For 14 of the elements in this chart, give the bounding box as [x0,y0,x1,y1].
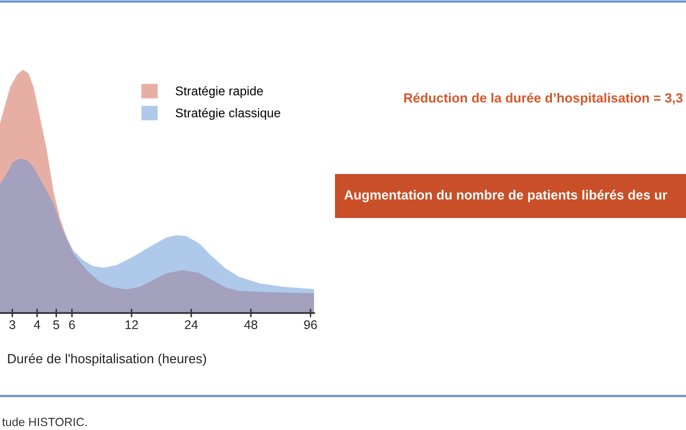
x-tick-label: 4 [34,320,40,330]
x-tick-label: 48 [244,320,258,330]
x-tick-label: 96 [304,320,317,330]
x-tick-label: 6 [69,320,75,330]
text: Réduction de la durée d’hospitalisation = 3,3 [404,92,683,106]
x-tick-label: 5 [53,320,60,330]
text: tude HISTORIC. [2,417,87,426]
text: Augmentation du nombre de patients libérés des ur [344,190,668,202]
legend-label: Stratégie rapide [176,86,263,98]
x-axis-title: Durée de l'hospitalisation (heures) [8,353,206,366]
x-tick-label: 24 [184,320,198,330]
legend-label: Stratégie classique [176,108,280,120]
x-tick-label: 3 [9,320,16,330]
x-tick-label: 12 [126,320,138,330]
